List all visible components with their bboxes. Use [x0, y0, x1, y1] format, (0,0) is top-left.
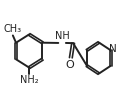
Text: NH: NH	[55, 31, 70, 41]
Text: N: N	[109, 44, 117, 54]
Text: NH₂: NH₂	[20, 75, 39, 85]
Text: O: O	[65, 60, 74, 70]
Text: CH₃: CH₃	[4, 24, 22, 34]
